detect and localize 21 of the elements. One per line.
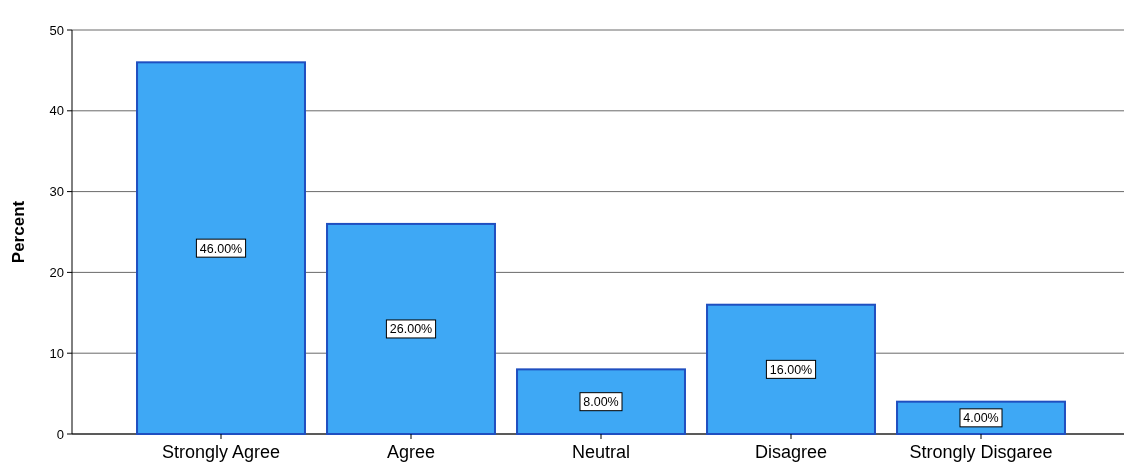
y-tick-label: 40 xyxy=(49,103,64,119)
y-tick-label: 50 xyxy=(49,22,64,38)
y-axis-title: Percent xyxy=(9,200,28,264)
bar xyxy=(706,303,876,435)
y-tick-label: 0 xyxy=(56,426,64,442)
x-tick-label: Neutral xyxy=(571,442,631,462)
x-tick-label: Agree xyxy=(386,442,436,462)
bar xyxy=(136,61,306,435)
data-label: 46.00% xyxy=(199,241,243,256)
bar xyxy=(326,222,496,435)
data-label: 8.00% xyxy=(583,395,619,410)
x-tick-label: Strongly Disgaree xyxy=(909,442,1053,462)
data-label: 26.00% xyxy=(389,322,433,337)
x-tick-label: Strongly Agree xyxy=(161,442,281,462)
y-tick-label: 20 xyxy=(49,264,64,280)
y-tick-label: 10 xyxy=(49,345,64,361)
data-label: 4.00% xyxy=(963,411,999,426)
x-tick-label: Disagree xyxy=(754,442,828,462)
y-tick-label: 30 xyxy=(49,184,64,200)
bar xyxy=(516,368,686,435)
data-label: 16.00% xyxy=(769,362,813,377)
